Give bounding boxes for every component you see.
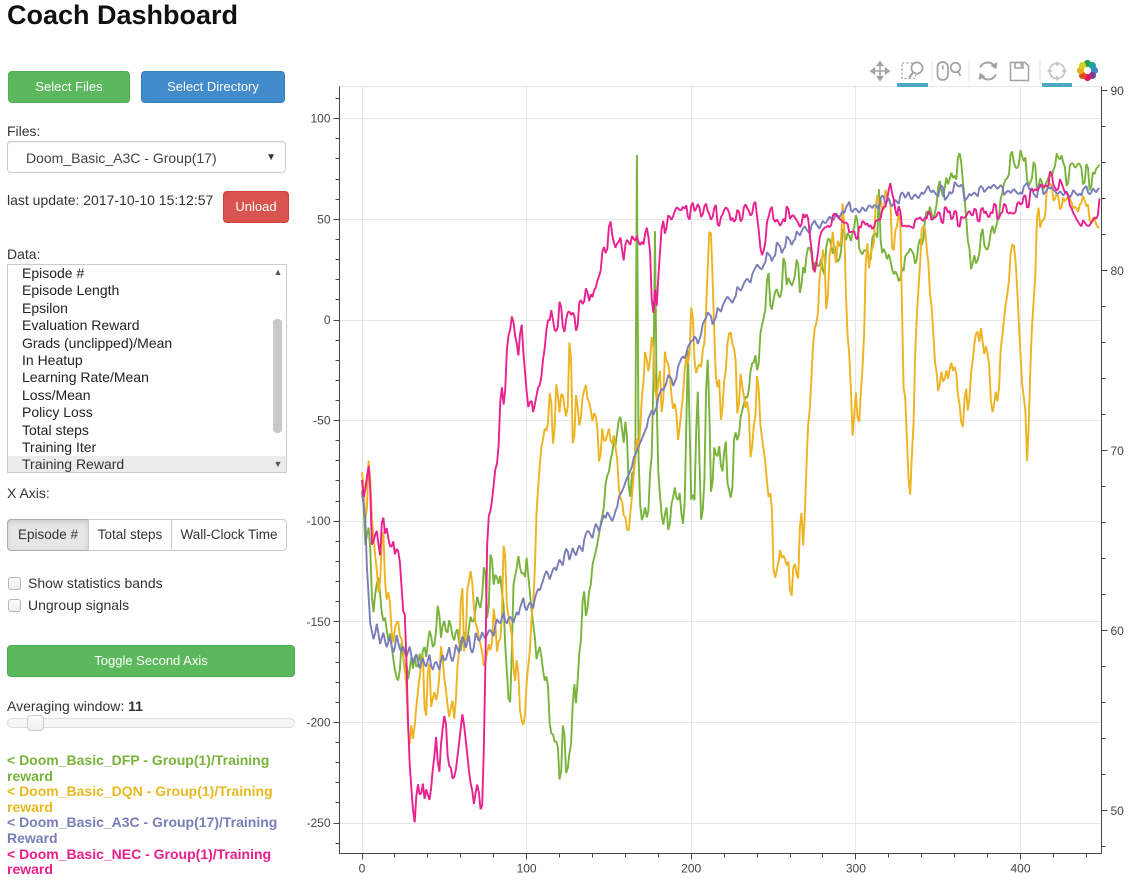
svg-text:80: 80 <box>1111 264 1125 278</box>
svg-text:-250: -250 <box>306 816 330 830</box>
svg-text:90: 90 <box>1111 84 1125 98</box>
svg-text:100: 100 <box>310 112 330 126</box>
svg-text:-100: -100 <box>306 514 330 528</box>
svg-text:200: 200 <box>681 862 701 876</box>
svg-text:70: 70 <box>1111 444 1125 458</box>
svg-text:100: 100 <box>517 862 537 876</box>
svg-text:50: 50 <box>317 212 331 226</box>
svg-text:0: 0 <box>324 313 331 327</box>
svg-text:60: 60 <box>1111 624 1125 638</box>
svg-text:0: 0 <box>359 862 366 876</box>
svg-text:300: 300 <box>846 862 866 876</box>
svg-text:-50: -50 <box>313 414 331 428</box>
svg-text:400: 400 <box>1010 862 1030 876</box>
svg-text:-200: -200 <box>306 716 330 730</box>
svg-text:-150: -150 <box>306 615 330 629</box>
svg-text:50: 50 <box>1111 804 1125 818</box>
